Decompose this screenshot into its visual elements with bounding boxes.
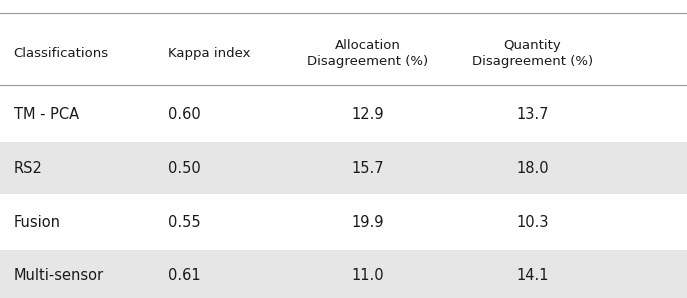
Text: Classifications: Classifications [14,47,109,60]
Text: Quantity
Disagreement (%): Quantity Disagreement (%) [472,39,593,68]
Text: 0.61: 0.61 [168,268,201,283]
Text: 11.0: 11.0 [351,268,384,283]
Text: 18.0: 18.0 [516,161,549,176]
Text: Fusion: Fusion [14,215,60,229]
Text: 0.50: 0.50 [168,161,201,176]
Text: 19.9: 19.9 [351,215,384,229]
Bar [0,142,687,194]
Text: 13.7: 13.7 [516,107,549,122]
Text: 0.60: 0.60 [168,107,201,122]
Text: 0.55: 0.55 [168,215,201,229]
Text: TM - PCA: TM - PCA [14,107,79,122]
Text: 14.1: 14.1 [516,268,549,283]
Text: 15.7: 15.7 [351,161,384,176]
Text: Allocation
Disagreement (%): Allocation Disagreement (%) [307,39,428,68]
Text: Multi-sensor: Multi-sensor [14,268,104,283]
Text: RS2: RS2 [14,161,43,176]
Text: 10.3: 10.3 [516,215,549,229]
Text: Kappa index: Kappa index [168,47,251,60]
Text: 12.9: 12.9 [351,107,384,122]
Bar [0,250,687,298]
